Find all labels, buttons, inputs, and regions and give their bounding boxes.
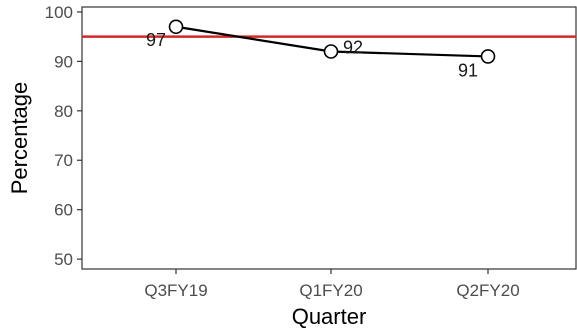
data-label: 97 [146,30,166,50]
x-tick-label: Q3FY19 [144,281,207,300]
y-tick-label: 80 [54,102,73,121]
x-axis: Q3FY19 Q1FY20 Q2FY20 [144,269,519,300]
x-axis-title: Quarter [292,304,367,329]
x-tick-label: Q2FY20 [456,281,519,300]
x-tick-label: Q1FY20 [299,281,362,300]
y-tick-label: 70 [54,151,73,170]
data-label: 92 [343,37,363,57]
y-axis-title: Percentage [7,82,32,195]
y-tick-label: 60 [54,201,73,220]
y-axis: 50 60 70 80 90 100 [45,3,82,269]
data-point [325,45,338,58]
y-tick-label: 90 [54,52,73,71]
y-tick-label: 50 [54,250,73,269]
data-point [482,50,495,63]
data-label: 91 [458,60,478,80]
y-tick-label: 100 [45,3,73,22]
data-point [170,20,183,33]
